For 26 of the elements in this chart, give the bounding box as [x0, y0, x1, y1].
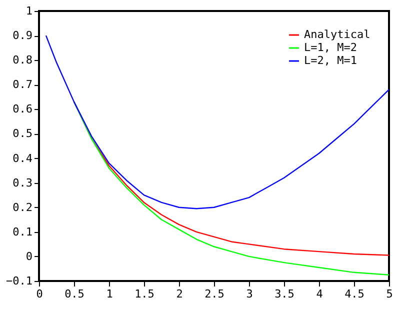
y-tick-label: 0.7 [12, 78, 32, 92]
y-tick-label: 0.5 [12, 127, 32, 140]
legend-label: Analytical [304, 28, 370, 41]
y-tick-label: 1 [26, 4, 32, 18]
x-tick-label: 3.5 [274, 288, 294, 300]
x-tick-label: 3 [246, 288, 253, 300]
y-tick-label: 0.2 [12, 200, 32, 214]
legend-label: L=2, M=1 [304, 54, 357, 67]
x-tick-label: 1.5 [134, 288, 154, 300]
y-tick-label: 0.4 [12, 152, 33, 165]
x-tick-label: 4.5 [344, 288, 364, 300]
y-tick-label: 0 [26, 250, 32, 263]
x-tick-label: 0.5 [64, 288, 84, 300]
y-tick-label: 0.6 [12, 102, 32, 116]
legend-label: L=1, M=2 [304, 41, 357, 54]
y-tick-label: 0.1 [12, 225, 32, 238]
y-tick-label: 0.3 [12, 176, 32, 190]
x-tick-label: 2 [176, 288, 183, 300]
x-tick-label: 1 [106, 288, 113, 300]
x-tick-label: 4 [316, 288, 324, 300]
y-tick-label: 0.8 [12, 54, 32, 67]
x-tick-label: 2.5 [204, 288, 224, 300]
y-tick-label: −0.1 [6, 274, 32, 288]
x-tick-label: 0 [36, 288, 43, 300]
x-tick-label: 5 [386, 288, 393, 300]
y-tick-label: 0.9 [12, 29, 32, 42]
